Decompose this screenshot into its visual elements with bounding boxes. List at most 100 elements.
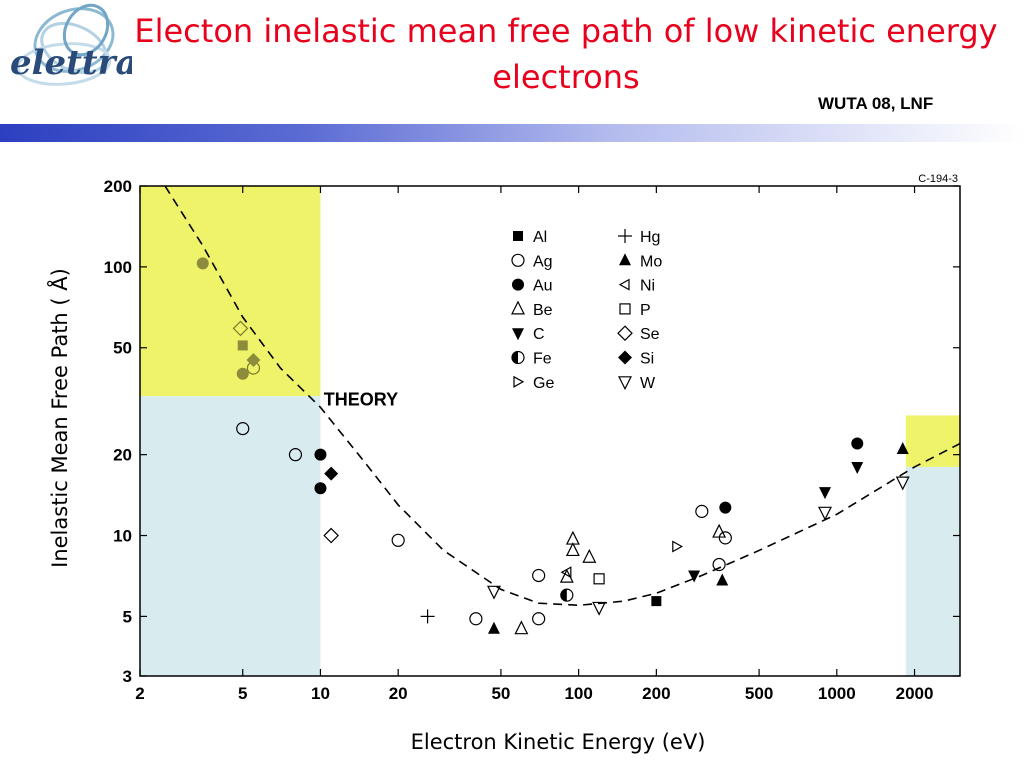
marker-shape bbox=[818, 506, 832, 521]
data-point-ag bbox=[532, 568, 546, 583]
slide-title: Electon inelastic mean free path of low … bbox=[134, 12, 998, 96]
x-tick-label: 100 bbox=[564, 684, 592, 703]
series-fe bbox=[560, 588, 574, 602]
x-tick-label: 5 bbox=[238, 684, 247, 703]
marker-shape bbox=[651, 596, 662, 607]
marker-shape-half bbox=[560, 589, 567, 602]
marker-shape bbox=[851, 461, 864, 474]
legend: Al Ag Au Be C Fe Ge Hg Mo Ni P Se Si W bbox=[511, 229, 662, 392]
data-point-be bbox=[514, 620, 529, 635]
data-point-au bbox=[719, 501, 732, 514]
data-point-se bbox=[323, 527, 339, 544]
legend-marker bbox=[511, 300, 525, 315]
marker-shape bbox=[512, 328, 524, 341]
data-point-c bbox=[819, 487, 832, 500]
data-point-ag bbox=[532, 612, 546, 626]
data-point-al bbox=[651, 596, 662, 607]
legend-label: Hg bbox=[640, 229, 660, 246]
marker-shape bbox=[712, 523, 727, 538]
logo-text: elettra bbox=[10, 43, 132, 83]
legend-item-al: Al bbox=[513, 229, 547, 246]
marker-shape bbox=[511, 300, 525, 315]
blue-region-3 bbox=[905, 466, 960, 676]
marker-shape bbox=[851, 437, 864, 450]
marker-shape bbox=[236, 422, 250, 436]
x-tick-label: 1000 bbox=[818, 684, 856, 703]
marker-shape bbox=[592, 601, 607, 616]
marker-shape bbox=[716, 573, 729, 586]
marker-shape bbox=[619, 303, 631, 315]
legend-label: Si bbox=[640, 351, 654, 368]
data-point-al bbox=[237, 340, 248, 351]
legend-marker bbox=[511, 350, 525, 365]
legend-item-c: C bbox=[512, 326, 545, 343]
marker-shape bbox=[323, 527, 339, 544]
data-point-w bbox=[895, 476, 910, 491]
series-ge bbox=[672, 540, 684, 553]
y-tick-label: 20 bbox=[113, 446, 132, 465]
imfp-chart: 2 5 10 20 50 100 200 500 1000 2000 3 5 10 20 50 100 200 C… bbox=[104, 173, 961, 703]
marker-shape bbox=[513, 375, 525, 388]
legend-label: Ag bbox=[533, 253, 553, 270]
data-point-ge bbox=[672, 540, 684, 553]
legend-label: Fe bbox=[533, 351, 552, 368]
data-point-c bbox=[851, 461, 864, 474]
data-point-ag bbox=[469, 612, 483, 626]
legend-marker bbox=[618, 229, 632, 243]
legend-marker bbox=[618, 350, 632, 365]
y-tick-label: 3 bbox=[123, 667, 132, 686]
legend-item-se: Se bbox=[617, 325, 660, 343]
data-point-ag bbox=[695, 504, 709, 518]
marker-shape bbox=[288, 448, 303, 462]
legend-item-be: Be bbox=[511, 300, 553, 319]
series-se bbox=[232, 320, 339, 544]
legend-marker bbox=[618, 376, 632, 391]
data-point-au bbox=[196, 257, 209, 270]
data-point-be bbox=[582, 548, 597, 563]
legend-label: Ni bbox=[640, 278, 655, 295]
legend-item-ni: Ni bbox=[618, 278, 655, 295]
legend-marker bbox=[619, 303, 631, 315]
marker-shape bbox=[672, 540, 684, 553]
x-tick-label: 20 bbox=[389, 684, 408, 703]
marker-shape bbox=[511, 253, 525, 267]
legend-label: Be bbox=[533, 302, 553, 319]
series-au bbox=[196, 257, 864, 514]
x-tick-label: 2000 bbox=[896, 684, 934, 703]
marker-shape bbox=[314, 448, 327, 461]
marker-shape bbox=[593, 573, 605, 585]
marker-shape bbox=[895, 476, 910, 491]
legend-item-fe: Fe bbox=[511, 350, 552, 368]
marker-shape bbox=[618, 376, 632, 391]
legend-marker bbox=[511, 253, 525, 267]
legend-label: Mo bbox=[640, 253, 662, 270]
series-al bbox=[237, 340, 662, 607]
blue-region-1 bbox=[140, 396, 321, 676]
legend-item-ge: Ge bbox=[513, 375, 554, 392]
legend-label: W bbox=[640, 375, 656, 392]
marker-shape bbox=[314, 482, 327, 495]
marker-shape bbox=[712, 557, 726, 572]
legend-item-hg: Hg bbox=[618, 229, 660, 246]
x-tick-label: 2 bbox=[135, 684, 144, 703]
marker-shape bbox=[196, 257, 209, 270]
series-p bbox=[593, 573, 605, 585]
marker-shape bbox=[236, 367, 249, 380]
theory-curve bbox=[164, 185, 961, 607]
conference-label: WUTA 08, LNF bbox=[818, 94, 934, 113]
marker-shape bbox=[582, 548, 597, 563]
marker-shape bbox=[246, 353, 261, 368]
marker-shape bbox=[532, 568, 546, 583]
series-hg bbox=[420, 609, 435, 624]
data-point-mo bbox=[487, 621, 500, 634]
data-point-ag bbox=[236, 422, 250, 436]
marker-shape bbox=[487, 585, 501, 600]
legend-marker bbox=[512, 328, 524, 341]
legend-marker bbox=[512, 278, 524, 291]
data-point-c bbox=[688, 570, 701, 583]
x-tick-label: 200 bbox=[642, 684, 670, 703]
x-tick-label: 10 bbox=[311, 684, 330, 703]
legend-label: Al bbox=[533, 229, 547, 246]
y-tick-label: 200 bbox=[104, 177, 132, 196]
data-point-au bbox=[851, 437, 864, 450]
